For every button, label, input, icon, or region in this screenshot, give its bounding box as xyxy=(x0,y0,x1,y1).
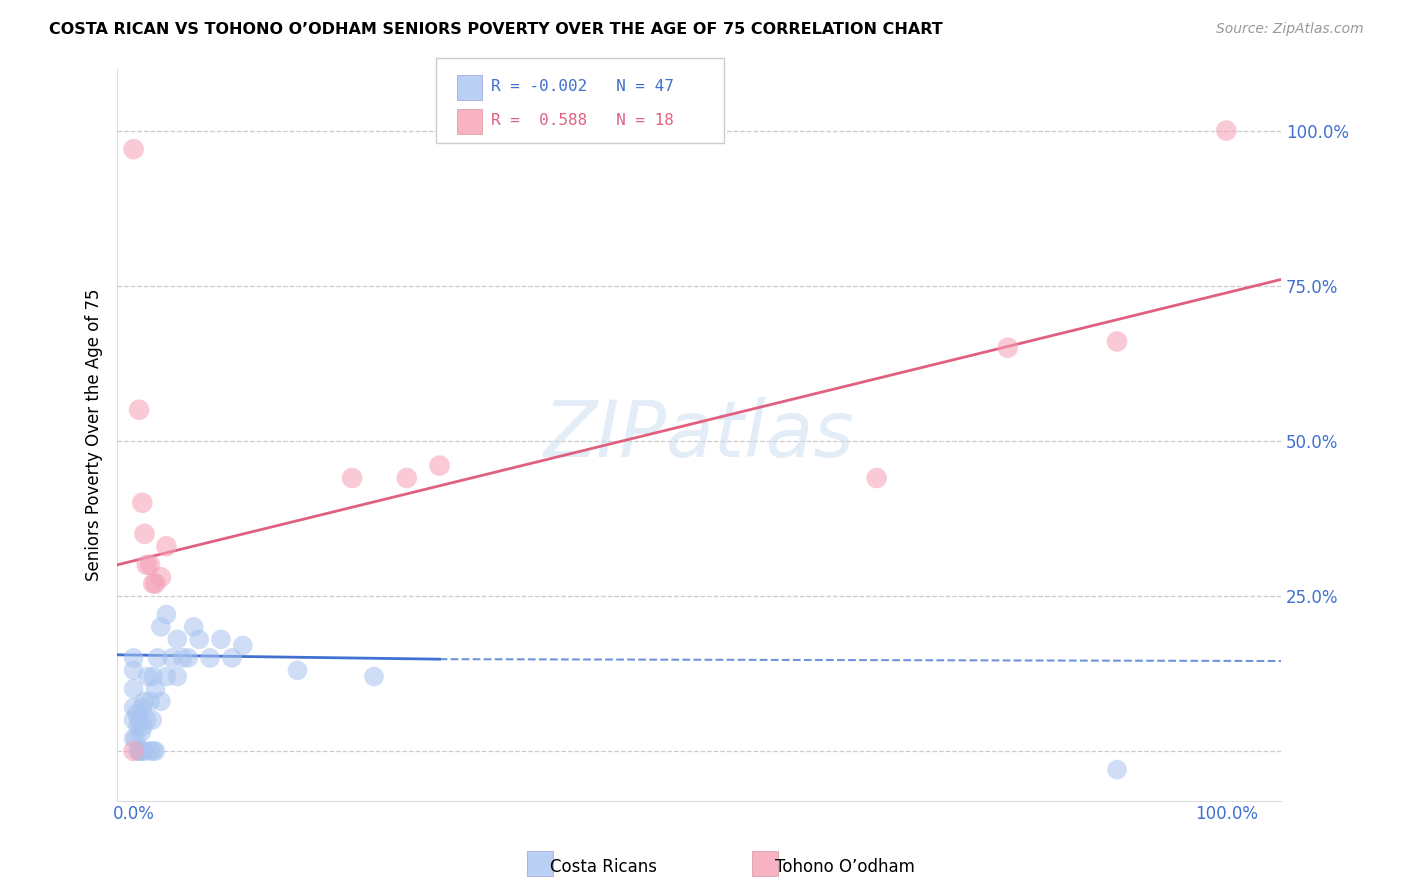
Point xyxy=(146,651,169,665)
Point xyxy=(232,639,254,653)
Point xyxy=(131,496,153,510)
Point xyxy=(139,558,162,572)
Point xyxy=(172,651,194,665)
Point xyxy=(155,607,177,622)
Point xyxy=(1215,123,1237,137)
Point xyxy=(125,706,148,721)
Point xyxy=(129,744,152,758)
Point xyxy=(866,471,889,485)
Point xyxy=(128,713,150,727)
Point xyxy=(177,651,200,665)
Point xyxy=(128,744,150,758)
Point xyxy=(142,669,165,683)
Y-axis label: Seniors Poverty Over the Age of 75: Seniors Poverty Over the Age of 75 xyxy=(86,288,103,581)
Point xyxy=(221,651,243,665)
Point xyxy=(122,744,145,758)
Text: Source: ZipAtlas.com: Source: ZipAtlas.com xyxy=(1216,22,1364,37)
Point xyxy=(135,558,157,572)
Point xyxy=(145,681,167,696)
Point xyxy=(188,632,211,647)
Point xyxy=(122,663,145,677)
Point xyxy=(395,471,418,485)
Point xyxy=(363,669,385,683)
Point xyxy=(134,744,156,758)
Point xyxy=(149,694,172,708)
Point xyxy=(122,651,145,665)
Point xyxy=(209,632,232,647)
Point xyxy=(136,669,159,683)
Text: ZIPatlas: ZIPatlas xyxy=(544,397,855,473)
Point xyxy=(1105,763,1128,777)
Point xyxy=(122,731,145,746)
Point xyxy=(129,725,152,739)
Text: COSTA RICAN VS TOHONO O’ODHAM SENIORS POVERTY OVER THE AGE OF 75 CORRELATION CHA: COSTA RICAN VS TOHONO O’ODHAM SENIORS PO… xyxy=(49,22,943,37)
Point xyxy=(166,669,188,683)
Point xyxy=(139,744,162,758)
Point xyxy=(149,570,172,584)
Point xyxy=(340,471,363,485)
Point xyxy=(134,526,156,541)
Point xyxy=(1105,334,1128,349)
Point xyxy=(125,731,148,746)
Point xyxy=(135,713,157,727)
Point xyxy=(131,700,153,714)
Point xyxy=(131,744,153,758)
Text: R = -0.002   N = 47: R = -0.002 N = 47 xyxy=(491,79,673,95)
Point xyxy=(142,744,165,758)
Point xyxy=(155,669,177,683)
Point xyxy=(122,700,145,714)
Point xyxy=(122,713,145,727)
Point xyxy=(128,402,150,417)
Point xyxy=(155,539,177,553)
Point xyxy=(429,458,451,473)
Point xyxy=(287,663,309,677)
Point xyxy=(127,719,149,733)
Text: R =  0.588   N = 18: R = 0.588 N = 18 xyxy=(491,112,673,128)
Point xyxy=(141,713,163,727)
Point xyxy=(145,744,167,758)
Point xyxy=(997,341,1019,355)
Point xyxy=(122,681,145,696)
Text: Tohono O’odham: Tohono O’odham xyxy=(775,858,914,876)
Point xyxy=(183,620,205,634)
Point xyxy=(134,694,156,708)
Point xyxy=(139,694,162,708)
Point xyxy=(160,651,183,665)
Point xyxy=(122,142,145,156)
Point xyxy=(166,632,188,647)
Point xyxy=(145,576,167,591)
Point xyxy=(132,719,155,733)
Point xyxy=(198,651,221,665)
Point xyxy=(149,620,172,634)
Point xyxy=(142,576,165,591)
Text: Costa Ricans: Costa Ricans xyxy=(550,858,657,876)
Point xyxy=(127,744,149,758)
